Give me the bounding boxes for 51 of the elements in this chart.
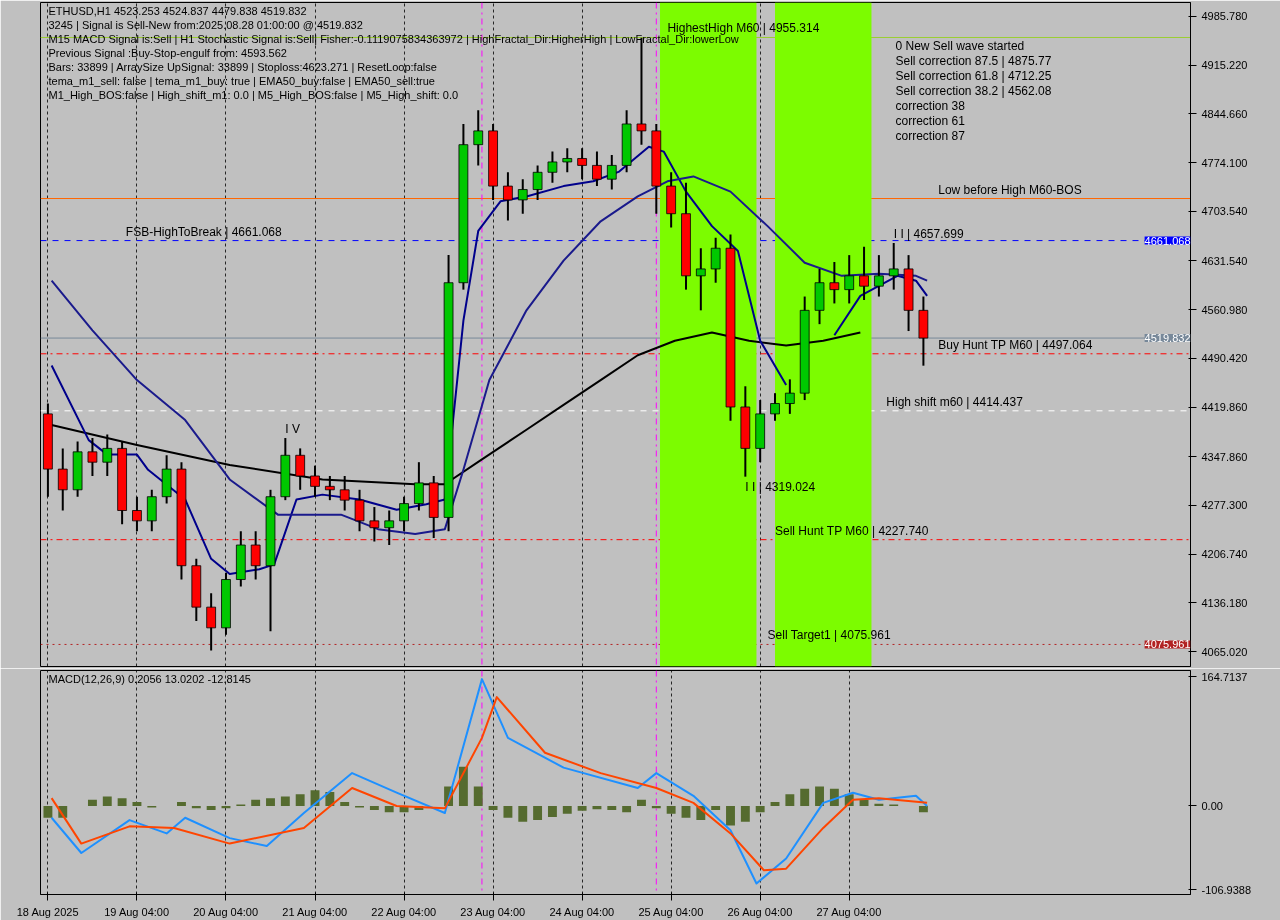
annotation: Buy Hunt TP M60 | 4497.064 [938, 337, 1093, 352]
annotation: Sell correction 38.2 | 4562.08 [895, 83, 1052, 98]
x-tick-label: 23 Aug 04:00 [460, 905, 526, 918]
y-tick-label: 0.00 [1201, 800, 1223, 812]
x-tick-label: 19 Aug 04:00 [104, 905, 170, 918]
annotation: 4661.068 [1144, 234, 1191, 247]
y-tick-label: 4490.420 [1201, 352, 1248, 365]
y-tick-label: 164.7137 [1201, 670, 1248, 683]
annotation: tema_m1_sell: false | tema_m1_buy: true | EMA50_buy:false | EMA50_sell:true [48, 74, 435, 87]
annotation: M1_High_BOS:false | High_shift_m1: 0.0 | M5_High_BOS:false | M5_High_shift: 0.0 [48, 88, 459, 101]
annotation: 3245 | Signal is Sell-New from:2025.08.28 01:00:00 @ 4519.832 [48, 18, 363, 31]
x-tick-label: 26 Aug 04:00 [727, 905, 793, 918]
annotation: High shift m60 | 4414.437 [886, 394, 1024, 409]
y-tick-label: 4560.980 [1201, 303, 1248, 316]
y-tick-label: 4703.540 [1201, 205, 1248, 218]
x-tick-label: 25 Aug 04:00 [638, 905, 704, 918]
y-tick-label: 4774.100 [1201, 156, 1248, 169]
y-tick-label: 4065.020 [1201, 645, 1248, 658]
y-tick-label: 4347.860 [1201, 450, 1248, 463]
annotation: I I | 4657.699 [893, 226, 964, 241]
annotation: Low before High M60-BOS [938, 182, 1082, 197]
annotation: correction 61 [895, 113, 966, 128]
chart-title: ETHUSD,H1 4523.253 4524.837 4479.838 4519.832 [48, 4, 307, 17]
y-tick-label: 4631.540 [1201, 254, 1248, 267]
annotation: FSB-HighToBreak | 4661.068 [125, 224, 283, 239]
annotation: correction 38 [895, 98, 966, 113]
y-tick-label: 4419.860 [1201, 401, 1248, 414]
annotation: Sell correction 61.8 | 4712.25 [895, 68, 1052, 83]
annotation: correction 87 [895, 128, 966, 143]
x-tick-label: 24 Aug 04:00 [549, 905, 615, 918]
annotation: Sell Hunt TP M60 | 4227.740 [775, 523, 929, 538]
annotation: Sell correction 87.5 | 4875.77 [895, 53, 1052, 68]
y-tick-label: 4277.300 [1201, 499, 1248, 512]
annotation: Previous Signal :Buy-Stop-engulf from: 4593.562 [48, 46, 287, 59]
annotation: 0 New Sell wave started [895, 38, 1025, 53]
y-tick-label: 4136.180 [1201, 596, 1248, 609]
x-tick-label: 21 Aug 04:00 [282, 905, 348, 918]
annotation: 4075.961 [1144, 638, 1191, 651]
x-tick-label: 27 Aug 04:00 [816, 905, 882, 918]
y-tick-label: 4985.780 [1201, 10, 1248, 23]
x-tick-label: 18 Aug 2025 [16, 905, 79, 918]
annotation: Bars: 33899 | ArraySize UpSignal: 33899 | Stoploss:4623.271 | ResetLoop:false [48, 60, 437, 73]
y-tick-label: 4915.220 [1201, 59, 1248, 72]
x-tick-label: 22 Aug 04:00 [371, 905, 437, 918]
annotation: I V [285, 422, 301, 437]
annotation: 4519.832 [1144, 332, 1191, 345]
chart-title: MACD(12,26,9) 0.2056 13.0202 -12.8145 [48, 672, 251, 685]
x-tick-label: 20 Aug 04:00 [193, 905, 259, 918]
y-tick-label: -106.9388 [1201, 883, 1252, 896]
y-tick-label: 4206.740 [1201, 548, 1248, 561]
y-tick-label: 4844.660 [1201, 107, 1248, 120]
